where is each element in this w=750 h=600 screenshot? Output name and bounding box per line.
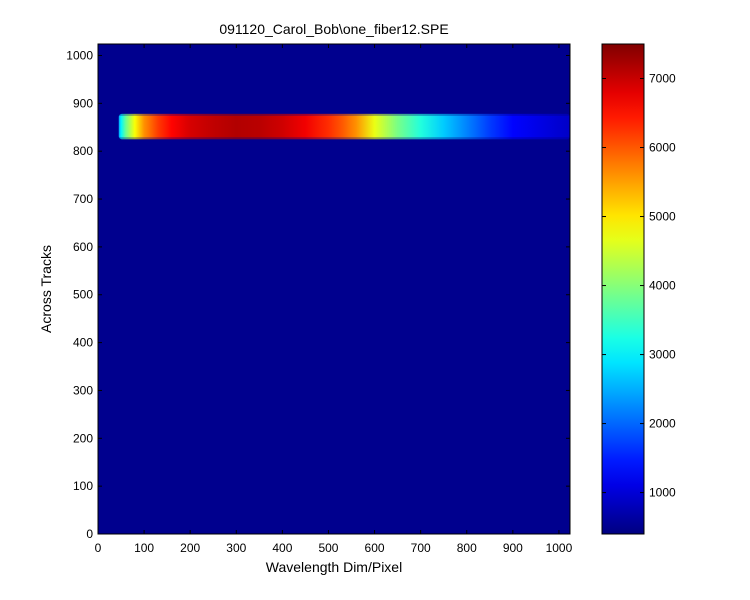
y-tick-label: 500 xyxy=(73,288,93,302)
y-tick-label: 0 xyxy=(86,527,93,541)
x-tick-label: 100 xyxy=(134,541,154,555)
chart-title: 091120_Carol_Bob\one_fiber12.SPE xyxy=(219,21,448,37)
x-tick-label: 1000 xyxy=(546,541,573,555)
colorbar-tick-label: 3000 xyxy=(649,348,676,362)
colorbar-gradient xyxy=(602,44,644,534)
colorbar-tick-label: 5000 xyxy=(649,210,676,224)
y-axis: 0 100 200 300 400 500 600 700 800 900 1000 xyxy=(66,48,570,541)
colorbar-frame xyxy=(601,43,645,535)
y-tick-label: 800 xyxy=(73,144,93,158)
colorbar: 1000 2000 3000 4000 5000 6000 7000 xyxy=(601,43,676,535)
y-tick-label: 1000 xyxy=(66,48,93,62)
heatmap-plot: 0 100 200 300 400 500 600 700 800 900 1000 0 100 200… xyxy=(66,43,573,555)
colorbar-tick-label: 7000 xyxy=(649,72,676,86)
y-tick-label: 300 xyxy=(73,383,93,397)
y-tick-label: 700 xyxy=(73,192,93,206)
spectrum-band-edge xyxy=(118,137,570,140)
colorbar-tick-label: 2000 xyxy=(649,417,676,431)
y-tick-label: 600 xyxy=(73,240,93,254)
x-tick-label: 600 xyxy=(365,541,385,555)
y-axis-label: Across Tracks xyxy=(38,245,54,333)
x-axis-label: Wavelength Dim/Pixel xyxy=(266,559,402,575)
x-tick-label: 300 xyxy=(226,541,246,555)
x-axis: 0 100 200 300 400 500 600 700 800 900 1000 xyxy=(95,44,573,555)
colorbar-ticks: 1000 2000 3000 4000 5000 6000 7000 xyxy=(602,72,676,500)
y-tick-label: 900 xyxy=(73,96,93,110)
colorbar-tick-label: 6000 xyxy=(649,141,676,155)
x-tick-label: 400 xyxy=(272,541,292,555)
x-tick-label: 800 xyxy=(457,541,477,555)
y-tick-label: 400 xyxy=(73,336,93,350)
colorbar-tick-label: 4000 xyxy=(649,279,676,293)
spectrum-band-edge xyxy=(118,113,570,116)
spectrum-band xyxy=(118,113,570,140)
x-tick-label: 0 xyxy=(95,541,102,555)
x-tick-label: 900 xyxy=(503,541,523,555)
y-tick-label: 200 xyxy=(73,431,93,445)
colorbar-tick-label: 1000 xyxy=(649,486,676,500)
x-tick-label: 200 xyxy=(180,541,200,555)
x-tick-label: 700 xyxy=(411,541,431,555)
x-tick-label: 500 xyxy=(318,541,338,555)
plot-frame xyxy=(97,43,571,535)
y-tick-label: 100 xyxy=(73,479,93,493)
